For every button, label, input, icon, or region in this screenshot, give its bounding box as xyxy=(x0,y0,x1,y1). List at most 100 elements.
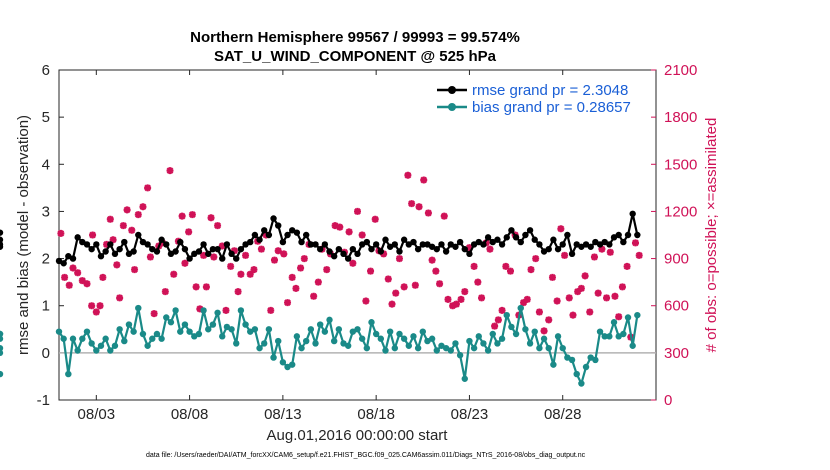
obs-count-marker xyxy=(581,272,589,280)
bias-point xyxy=(195,330,203,338)
bias-point xyxy=(330,337,338,345)
rmse-point xyxy=(461,245,468,253)
obs-count-marker xyxy=(428,256,436,264)
bias-point xyxy=(60,335,67,342)
obs-count-marker xyxy=(362,297,370,305)
bias-point xyxy=(344,342,352,349)
obs-count-marker xyxy=(623,262,631,270)
bias-point xyxy=(358,335,366,342)
bias-point xyxy=(447,347,454,354)
bias-point xyxy=(484,347,492,354)
bias-point xyxy=(540,335,548,342)
x-tick-label: 08/13 xyxy=(264,406,302,423)
obs-count-marker xyxy=(452,300,460,308)
rmse-point xyxy=(340,250,347,258)
obs-count-marker xyxy=(345,228,353,236)
bias-point xyxy=(205,326,212,333)
bias-point xyxy=(237,307,245,314)
obs-count-marker xyxy=(222,306,230,314)
obs-count-marker xyxy=(545,316,553,324)
y-tick-label: -1 xyxy=(37,392,50,409)
obs-count-marker xyxy=(314,278,322,286)
rmse-point xyxy=(279,238,287,246)
obs-count-marker xyxy=(535,308,543,316)
bias-point xyxy=(88,340,95,347)
rmse-point xyxy=(550,236,557,243)
chart-subtitle: SAT_U_WIND_COMPONENT @ 525 hPa xyxy=(214,48,497,65)
bias-point xyxy=(125,321,133,328)
right-tick-label: 1500 xyxy=(664,156,697,173)
obs-count-marker xyxy=(358,231,366,239)
bias-point xyxy=(233,340,240,347)
rmse-point xyxy=(298,238,305,246)
rmse-point xyxy=(391,241,399,248)
obs-count-marker xyxy=(354,207,361,215)
bias-point xyxy=(293,333,301,340)
obs-count-marker xyxy=(565,294,573,302)
obs-count-marker xyxy=(103,240,111,248)
bias-point xyxy=(111,342,119,349)
bias-point xyxy=(475,333,482,340)
obs-count-marker xyxy=(78,277,86,285)
y-axis-label-right: # of obs: o=possible; ×=assimilated xyxy=(703,118,720,353)
obs-count-marker xyxy=(598,245,606,253)
obs-count-marker xyxy=(89,231,97,239)
obs-count-marker xyxy=(561,251,569,259)
obs-count-marker xyxy=(388,300,396,308)
y-tick-label: 2 xyxy=(42,251,50,268)
bias-point xyxy=(386,328,394,335)
legend-rmse-marker xyxy=(448,86,456,94)
x-tick-label: 08/23 xyxy=(451,406,489,423)
bias-point xyxy=(624,314,632,321)
bias-point xyxy=(363,344,371,352)
x-tick-label: 08/03 xyxy=(78,406,116,423)
rmse-point xyxy=(256,236,263,243)
rmse-point xyxy=(629,210,636,217)
x-axis: 08/03 08/08 08/13 08/18 08/23 08/28 xyxy=(78,70,581,423)
obs-count-marker xyxy=(444,295,452,303)
bias-point xyxy=(83,328,91,335)
bias-point xyxy=(251,326,259,333)
rmse-point xyxy=(494,236,501,243)
bias-point xyxy=(554,333,562,340)
bias-point xyxy=(629,342,636,349)
rmse-point xyxy=(438,241,445,248)
rmse-point xyxy=(205,250,212,258)
bias-point xyxy=(0,349,4,357)
bias-point xyxy=(177,328,184,335)
obs-count-marker xyxy=(192,283,200,291)
obs-count-marker xyxy=(144,184,152,192)
rmse-point xyxy=(372,241,380,248)
rmse-point xyxy=(624,231,632,239)
obs-count-marker xyxy=(131,266,139,274)
obs-count-marker xyxy=(61,273,69,281)
bias-point xyxy=(307,326,315,333)
bias-point xyxy=(69,335,77,342)
rmse-point xyxy=(554,245,562,253)
rmse-point xyxy=(200,241,207,248)
bias-point xyxy=(279,359,287,366)
right-tick-label: 300 xyxy=(664,345,689,362)
bias-point xyxy=(107,347,114,354)
obs-count-marker xyxy=(520,299,528,307)
bias-point xyxy=(172,307,179,314)
rmse-point xyxy=(377,248,385,255)
rmse-point xyxy=(587,243,594,250)
rmse-point xyxy=(517,238,524,246)
rmse-point xyxy=(144,241,151,248)
obs-count-marker xyxy=(297,264,305,272)
obs-count-marker xyxy=(109,236,117,244)
rmse-point xyxy=(107,241,114,248)
obs-count-marker xyxy=(96,302,104,310)
rmse-point xyxy=(559,241,566,248)
rmse-point xyxy=(158,236,165,243)
obs-count-marker xyxy=(371,215,379,223)
rmse-point xyxy=(302,231,310,239)
bias-point xyxy=(335,326,343,333)
bias-point xyxy=(181,321,189,328)
obs-count-marker xyxy=(200,251,208,259)
obs-count-marker xyxy=(395,255,403,263)
obs-count-marker xyxy=(128,226,136,234)
obs-count-marker xyxy=(161,288,169,296)
obs-count-marker xyxy=(146,253,154,261)
